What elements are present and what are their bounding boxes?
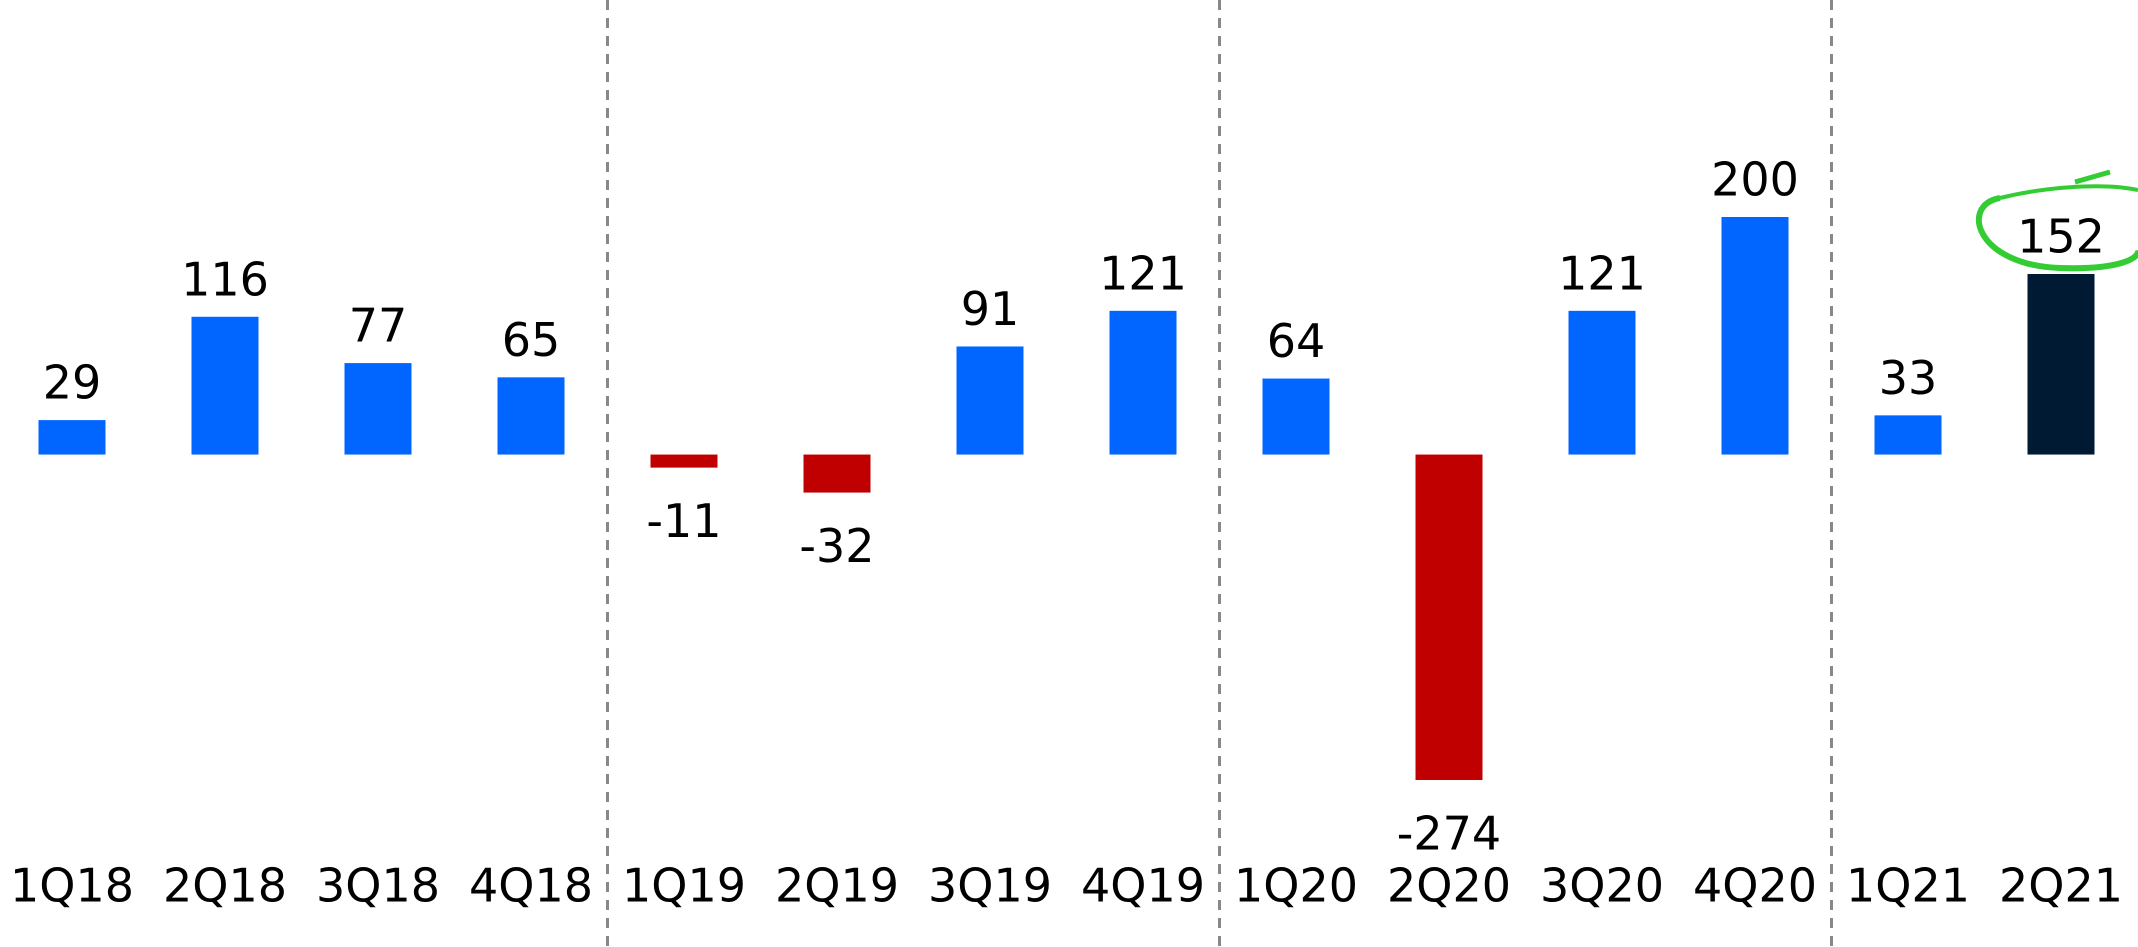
value-label: 200	[1711, 153, 1799, 207]
bar	[956, 346, 1024, 455]
highlight-ellipse	[1975, 195, 2138, 272]
bar	[1415, 454, 1483, 780]
bar	[803, 454, 871, 493]
x-tick-label: 3Q18	[316, 859, 440, 913]
bar	[1109, 310, 1177, 455]
bar	[650, 454, 718, 468]
value-label: 77	[349, 299, 408, 353]
value-label: 64	[1267, 314, 1326, 368]
x-tick-label: 3Q19	[928, 859, 1052, 913]
value-label: 116	[181, 252, 269, 306]
value-label: 91	[961, 282, 1020, 336]
value-label: 33	[1879, 351, 1938, 405]
value-label: 65	[502, 313, 561, 367]
x-tick-label: 2Q19	[775, 859, 899, 913]
bar	[1721, 217, 1789, 455]
x-tick-label: 4Q18	[469, 859, 593, 913]
x-tick-label: 2Q20	[1387, 859, 1511, 913]
x-tick-label: 1Q20	[1234, 859, 1358, 913]
bar	[1874, 415, 1942, 455]
bar	[344, 363, 412, 455]
highlight-ellipse-tail	[2074, 169, 2111, 185]
bar	[1568, 310, 1636, 455]
value-label: -274	[1397, 807, 1501, 861]
x-tick-label: 1Q19	[622, 859, 746, 913]
x-tick-label: 4Q20	[1693, 859, 1817, 913]
x-tick-label: 2Q18	[163, 859, 287, 913]
bar	[191, 316, 259, 455]
x-tick-label: 2Q21	[1999, 859, 2123, 913]
value-label: -32	[799, 519, 874, 573]
value-label: 29	[43, 356, 102, 410]
highlight-ellipse-top	[1999, 184, 2138, 200]
x-tick-label: 3Q20	[1540, 859, 1664, 913]
bar	[2027, 274, 2095, 455]
x-tick-label: 4Q19	[1081, 859, 1205, 913]
value-label: 121	[1558, 246, 1646, 300]
value-label: -11	[646, 494, 721, 548]
value-label: 152	[2017, 210, 2105, 264]
x-tick-label: 1Q21	[1846, 859, 1970, 913]
x-tick-label: 1Q18	[10, 859, 134, 913]
bar	[1262, 378, 1330, 455]
bar	[38, 420, 106, 455]
value-label: 121	[1099, 246, 1187, 300]
bar	[497, 377, 565, 455]
